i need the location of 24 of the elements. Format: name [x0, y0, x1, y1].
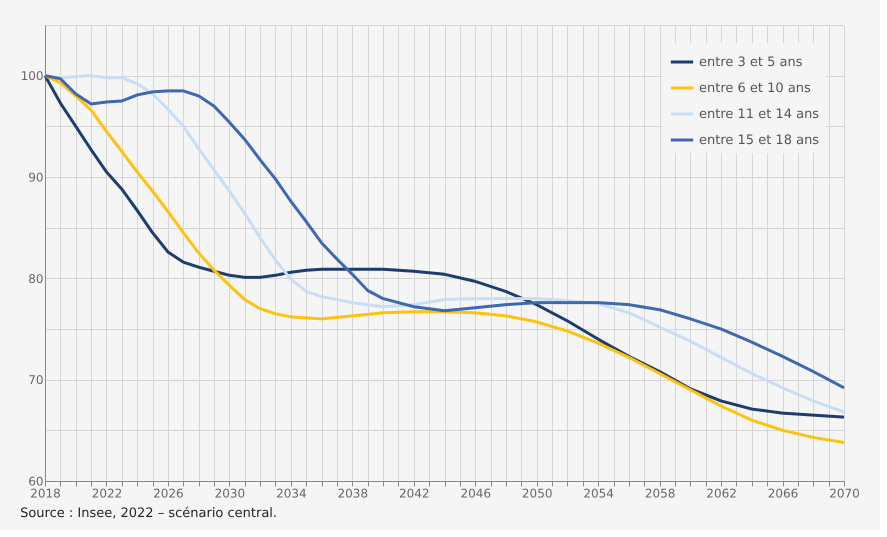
x-tick-label: 2058	[644, 486, 676, 500]
x-tick-label: 2062	[706, 486, 737, 500]
legend-label: entre 15 et 18 ans	[699, 133, 820, 148]
x-tick-label: 2046	[460, 486, 492, 500]
source-note: Source : Insee, 2022 – scénario central.	[20, 506, 278, 521]
x-tick-label: 2018	[30, 486, 61, 500]
y-tick-label: 70	[28, 373, 44, 388]
x-tick-label: 2066	[768, 486, 798, 500]
x-tick-label: 2026	[153, 486, 184, 500]
x-tick-label: 2030	[214, 486, 246, 500]
x-tick-label: 2038	[338, 486, 368, 500]
x-tick-label: 2050	[522, 486, 552, 500]
x-tick-label: 2054	[583, 486, 614, 500]
y-tick-label: 60	[28, 474, 44, 488]
legend-label: entre 3 et 5 ans	[699, 55, 803, 70]
x-tick-label: 2022	[92, 486, 122, 500]
legend-label: entre 6 et 10 ans	[699, 81, 812, 96]
x-tick-label: 2042	[398, 486, 430, 500]
x-tick-label: 2034	[276, 486, 307, 500]
y-tick-label: 80	[28, 272, 44, 286]
y-tick-label: 100	[20, 69, 44, 84]
legend-label: entre 11 et 14 ans	[699, 107, 820, 122]
x-tick-label: 2070	[829, 486, 860, 500]
y-tick-label: 90	[28, 170, 44, 184]
